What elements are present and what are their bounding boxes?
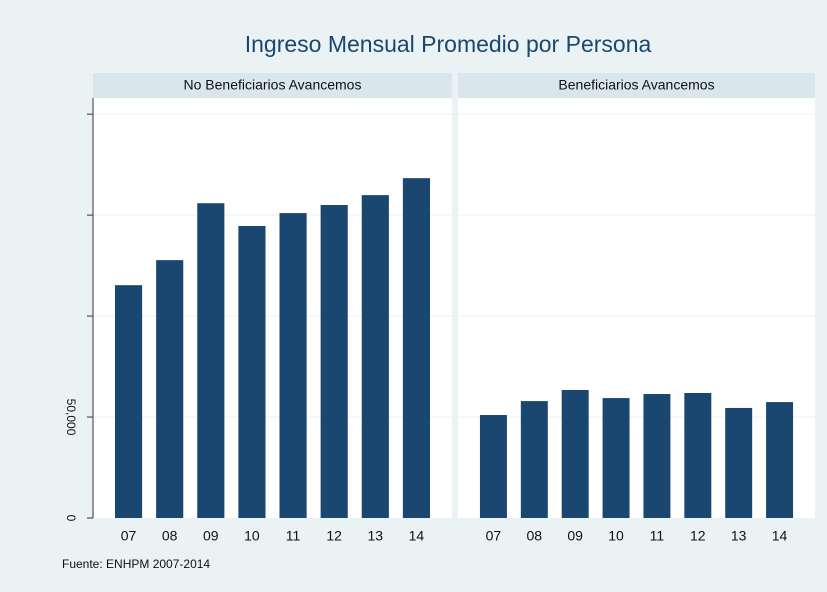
panel-title: No Beneficiarios Avancemos (184, 77, 362, 93)
source-note: Fuente: ENHPM 2007-2014 (62, 557, 210, 571)
x-tick-label: 13 (368, 528, 384, 544)
plot-area (93, 98, 452, 518)
y-tick-label: 0 (64, 515, 78, 522)
x-tick-label: 10 (244, 528, 260, 544)
x-tick-label: 14 (772, 528, 788, 544)
bar (520, 401, 548, 518)
x-tick-label: 12 (326, 528, 342, 544)
panel-header (93, 73, 452, 98)
bar (320, 205, 348, 518)
bar (561, 389, 589, 518)
chart-title: Ingreso Mensual Promedio por Persona (245, 31, 652, 57)
x-tick-label: 14 (409, 528, 425, 544)
bar (279, 213, 307, 518)
panel-header (458, 73, 815, 98)
x-tick-label: 11 (286, 528, 301, 544)
bar (602, 398, 630, 518)
x-tick-label: 08 (527, 528, 543, 544)
bar (643, 394, 671, 518)
y-tick-label: 50,000 (64, 399, 78, 436)
x-tick-label: 11 (650, 528, 665, 544)
bar (114, 285, 143, 518)
bar (479, 415, 507, 518)
x-tick-label: 10 (608, 528, 624, 544)
bar (238, 226, 266, 518)
bar (361, 195, 389, 518)
x-tick-label: 13 (731, 528, 747, 544)
x-tick-label: 12 (690, 528, 706, 544)
x-tick-label: 08 (162, 528, 178, 544)
bar (197, 203, 225, 519)
bar (156, 260, 184, 518)
bar (725, 407, 753, 518)
bar (766, 402, 794, 518)
plot-area (458, 98, 815, 518)
bar (402, 178, 431, 519)
bar (684, 393, 712, 518)
panel-title: Beneficiarios Avancemos (558, 77, 714, 93)
x-tick-label: 09 (203, 528, 219, 544)
x-tick-label: 09 (567, 528, 583, 544)
x-tick-label: 07 (121, 528, 137, 544)
x-tick-label: 07 (486, 528, 502, 544)
